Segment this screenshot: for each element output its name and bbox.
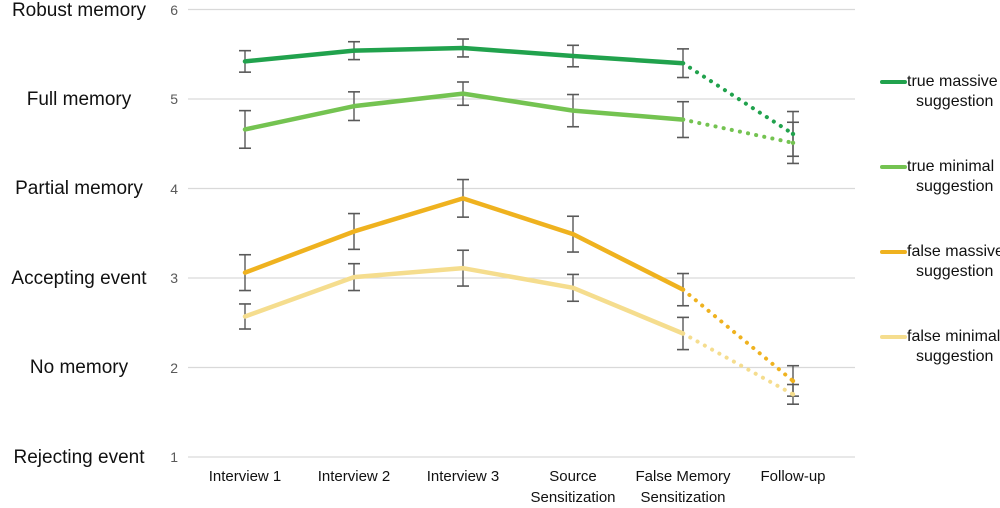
x-category-false-memory-sensitization: False Memory Sensitization bbox=[635, 468, 731, 506]
x-category-source-sensitization: Source Sensitization bbox=[530, 468, 616, 506]
y-tick-3: 3 bbox=[170, 270, 178, 286]
true-minimal-line-swatch-icon bbox=[880, 165, 907, 169]
legend-label: true massive suggestion bbox=[907, 73, 998, 110]
false-massive-line-swatch-icon bbox=[880, 250, 907, 254]
x-category-follow-up: Follow-up bbox=[760, 468, 826, 485]
legend-label: true minimal suggestion bbox=[907, 158, 995, 195]
y-category-label-robust-memory: Robust memory bbox=[11, 0, 147, 21]
x-category-interview-3: Interview 3 bbox=[426, 468, 500, 485]
y-tick-2: 2 bbox=[170, 360, 178, 376]
y-category-label-accepting-event: Accepting event bbox=[11, 268, 147, 289]
true-massive-line-swatch-icon bbox=[880, 80, 907, 84]
legend-label: false minimal suggestion bbox=[907, 328, 1000, 365]
y-category-label-rejecting-event: Rejecting event bbox=[13, 447, 145, 468]
y-category-label-full-memory: Full memory bbox=[26, 89, 132, 110]
y-tick-5: 5 bbox=[170, 91, 178, 107]
y-tick-6: 6 bbox=[170, 2, 178, 18]
x-category-interview-1: Interview 1 bbox=[208, 468, 282, 485]
y-tick-1: 1 bbox=[170, 449, 178, 465]
legend-label: false massive suggestion bbox=[907, 243, 1000, 280]
x-category-interview-2: Interview 2 bbox=[317, 468, 391, 485]
y-tick-4: 4 bbox=[170, 181, 178, 197]
y-category-label-no-memory: No memory bbox=[29, 357, 129, 378]
y-category-label-partial-memory: Partial memory bbox=[15, 178, 143, 199]
false-minimal-line-swatch-icon bbox=[880, 335, 907, 339]
